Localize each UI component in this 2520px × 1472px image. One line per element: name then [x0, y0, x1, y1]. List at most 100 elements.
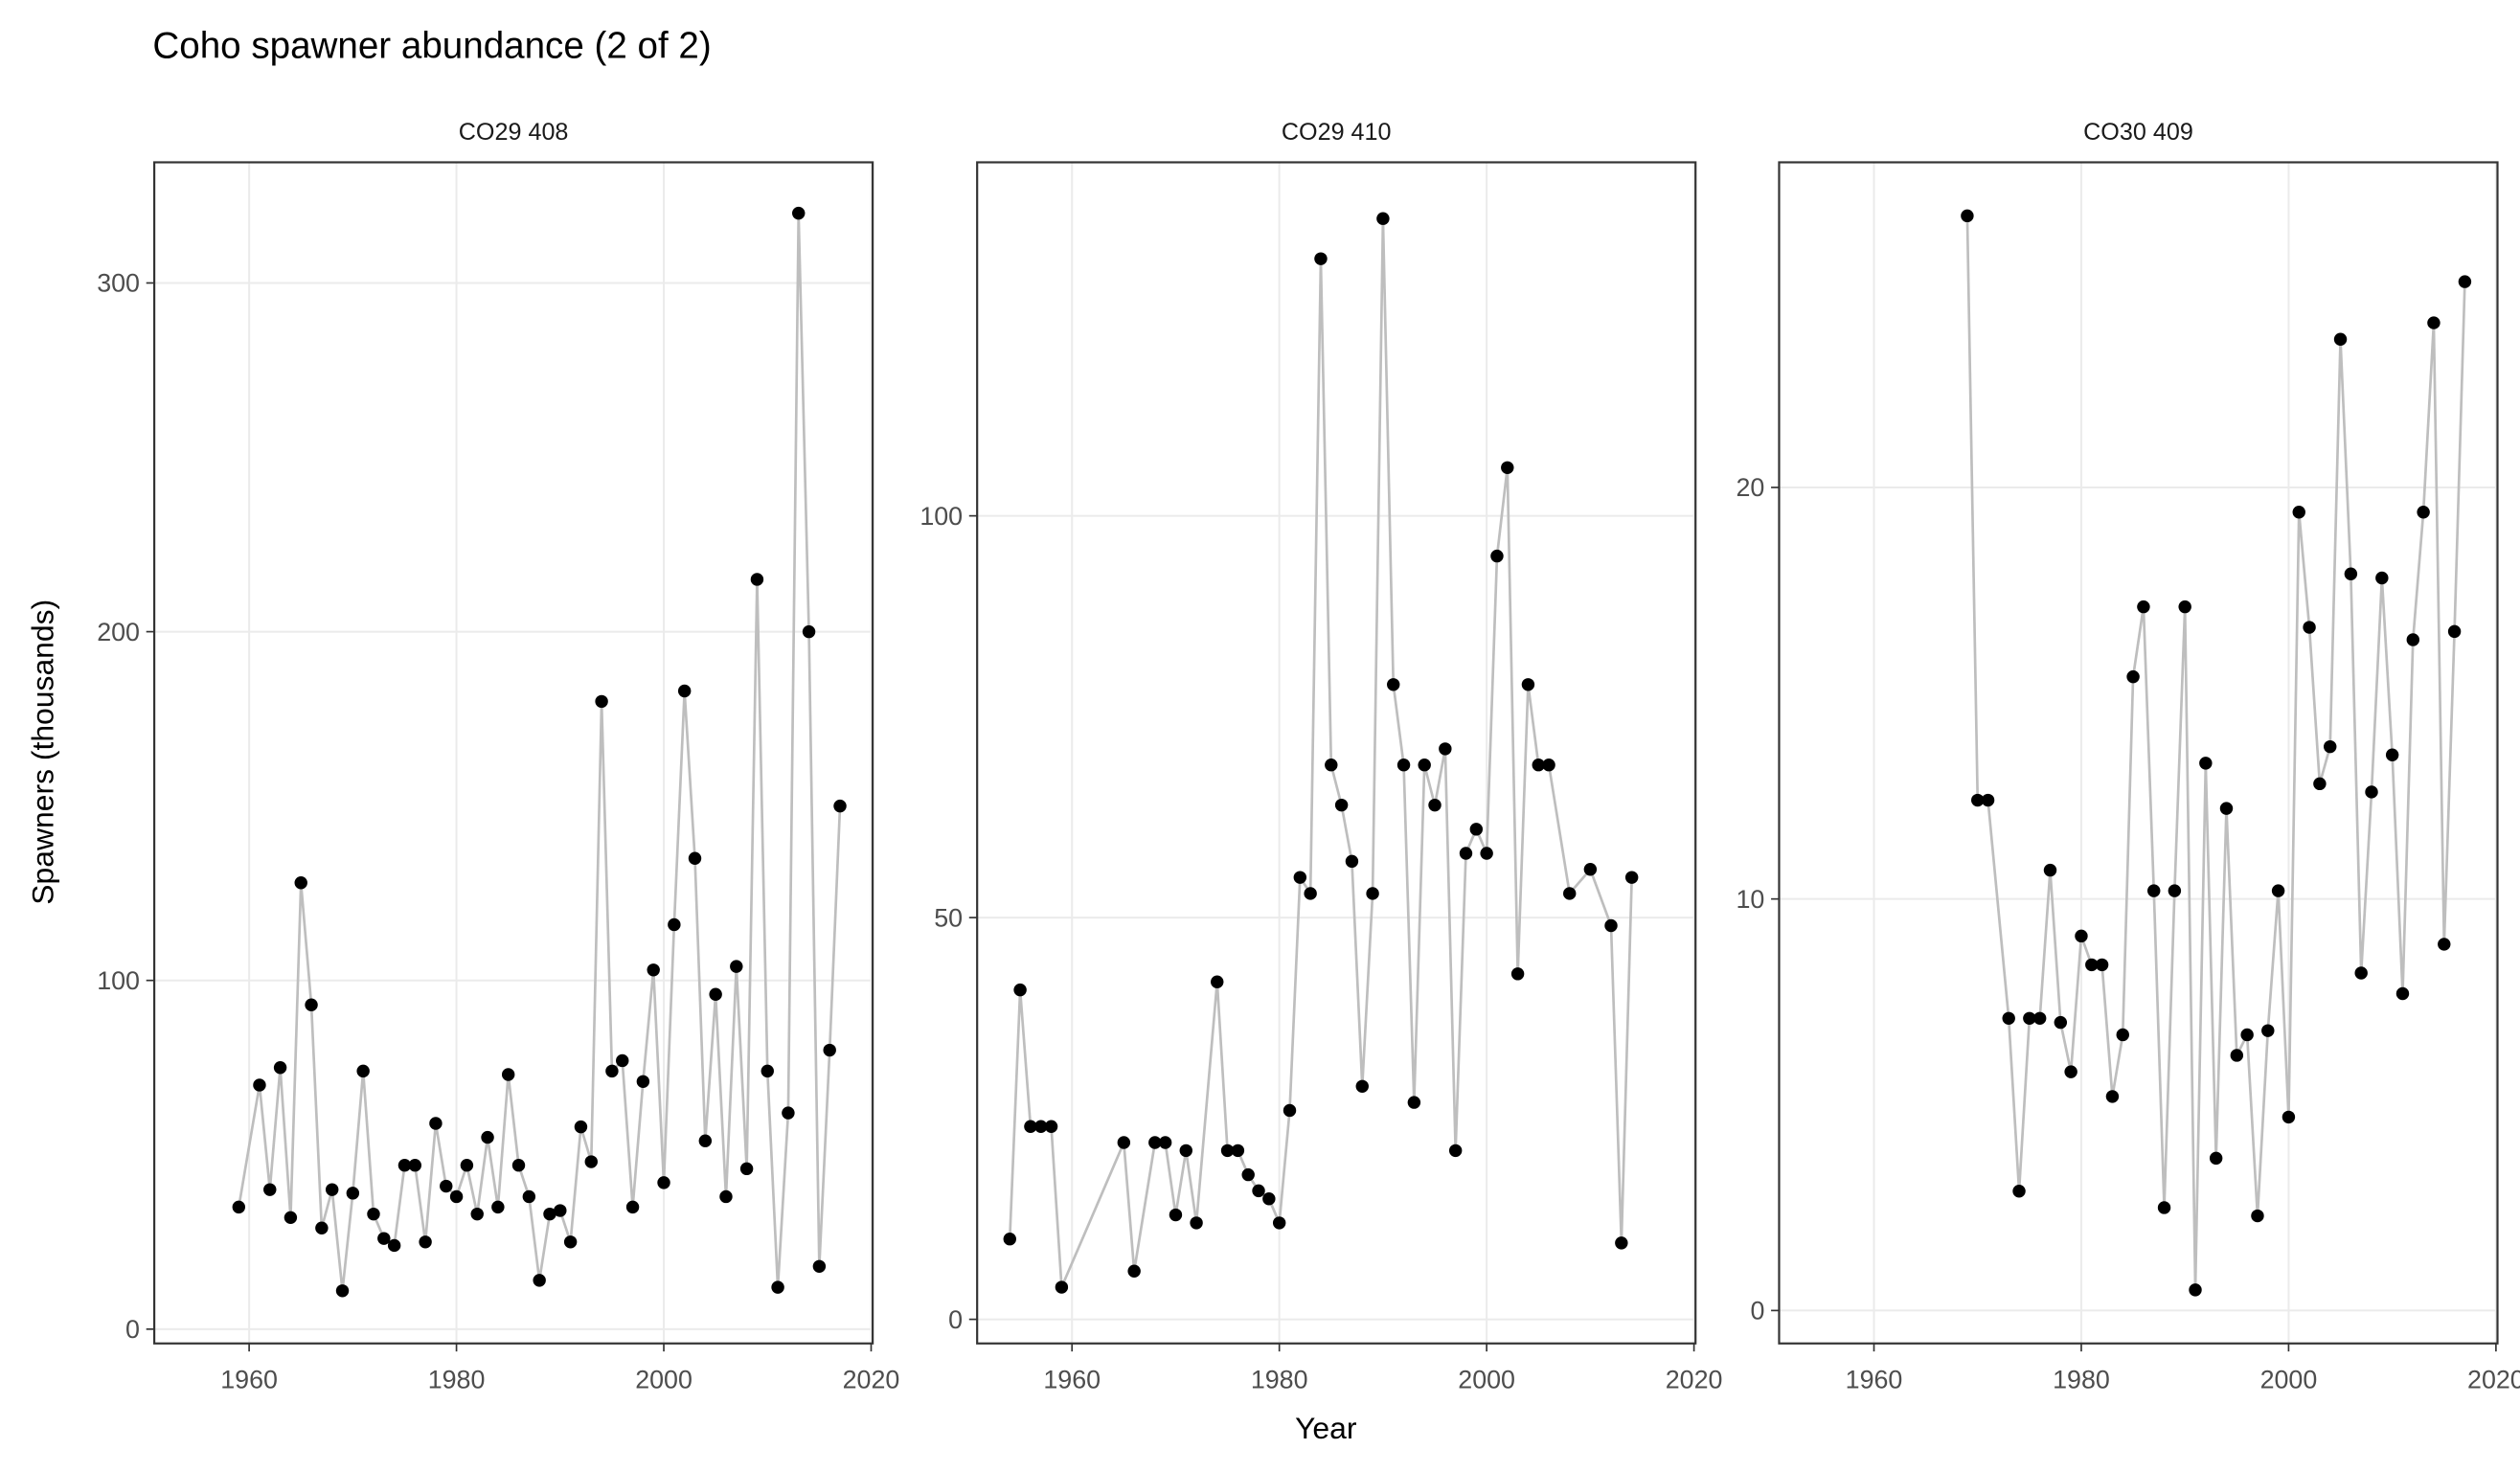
point	[750, 573, 764, 586]
panel-title: CO30 409	[2083, 119, 2193, 146]
point	[1169, 1208, 1183, 1222]
point	[2261, 1024, 2275, 1037]
point	[2002, 1011, 2015, 1025]
point	[1532, 758, 1545, 772]
panel-border	[1778, 161, 2499, 1345]
point	[802, 624, 816, 639]
point	[232, 1200, 246, 1214]
y-tick-label: 0	[1750, 1297, 1764, 1325]
point	[1272, 1216, 1286, 1230]
point	[1407, 1096, 1421, 1109]
point	[2385, 748, 2399, 761]
point	[761, 1064, 774, 1078]
point	[1003, 1232, 1016, 1246]
point	[346, 1187, 360, 1200]
point	[2032, 1011, 2047, 1025]
point	[1231, 1144, 1245, 1158]
point	[1241, 1167, 1255, 1182]
point	[1252, 1184, 1265, 1198]
point	[2395, 986, 2410, 1001]
point	[1304, 887, 1317, 900]
point	[1044, 1120, 1058, 1133]
point	[2438, 938, 2451, 951]
point	[616, 1053, 629, 1068]
point	[1428, 798, 1442, 812]
point	[1314, 252, 1328, 265]
point	[2427, 316, 2441, 329]
point	[677, 684, 692, 698]
x-tick-label: 2000	[2260, 1366, 2318, 1394]
y-tick-label: 0	[948, 1305, 963, 1334]
point	[2075, 929, 2088, 943]
point	[305, 998, 318, 1011]
panel-title: CO29 410	[1282, 119, 1392, 146]
point	[2199, 757, 2213, 770]
point	[408, 1158, 421, 1172]
x-tick-label: 2020	[843, 1366, 900, 1394]
point	[367, 1207, 380, 1221]
point	[1961, 209, 1974, 223]
point	[449, 1189, 464, 1204]
point	[1448, 1144, 1463, 1158]
point	[688, 851, 702, 865]
point	[1971, 793, 1985, 807]
point	[1283, 1103, 1297, 1118]
point	[1459, 847, 1473, 860]
point	[1024, 1120, 1037, 1133]
panel-border	[152, 161, 874, 1345]
y-tick-label: 50	[934, 903, 963, 932]
point	[1127, 1264, 1141, 1278]
point	[739, 1162, 754, 1176]
point	[533, 1274, 546, 1287]
point	[709, 987, 722, 1001]
point	[1981, 793, 1995, 807]
point	[1220, 1144, 1235, 1158]
point	[470, 1207, 484, 1221]
point	[253, 1078, 266, 1092]
panel-title: CO29 408	[459, 119, 569, 146]
point	[1480, 847, 1493, 860]
y-tick-label: 300	[97, 269, 140, 298]
point	[356, 1064, 370, 1078]
x-tick-label: 2000	[635, 1366, 692, 1394]
point	[2251, 1209, 2264, 1223]
point	[698, 1134, 713, 1147]
x-tick-label: 2000	[1458, 1366, 1515, 1394]
point	[2282, 1110, 2296, 1124]
point	[1469, 823, 1484, 836]
series-line	[237, 213, 842, 1291]
point	[1055, 1280, 1069, 1294]
y-tick-label: 100	[919, 502, 963, 531]
point	[636, 1075, 650, 1089]
y-tick-label: 200	[97, 618, 140, 646]
point	[782, 1106, 795, 1120]
point	[335, 1284, 350, 1298]
point	[2085, 958, 2099, 972]
x-tick-label: 1960	[1846, 1366, 1903, 1394]
point	[625, 1200, 640, 1214]
point	[1501, 461, 1514, 474]
x-tick-label: 1960	[1043, 1366, 1101, 1394]
point	[522, 1189, 536, 1204]
panel-border	[976, 161, 1697, 1345]
point	[1293, 871, 1307, 884]
point	[1387, 678, 1400, 691]
point	[2333, 332, 2348, 346]
point	[284, 1211, 298, 1225]
point	[511, 1158, 526, 1172]
point	[2023, 1011, 2036, 1025]
point	[1117, 1136, 1131, 1149]
point	[2209, 1151, 2223, 1166]
point	[429, 1117, 443, 1130]
point	[2447, 624, 2462, 639]
point	[1615, 1236, 1628, 1250]
point	[543, 1207, 556, 1221]
point	[2012, 1185, 2026, 1198]
point	[1542, 758, 1555, 772]
point	[2313, 777, 2327, 791]
point	[574, 1120, 588, 1134]
point	[730, 960, 743, 973]
point	[812, 1259, 827, 1273]
point	[419, 1235, 432, 1249]
